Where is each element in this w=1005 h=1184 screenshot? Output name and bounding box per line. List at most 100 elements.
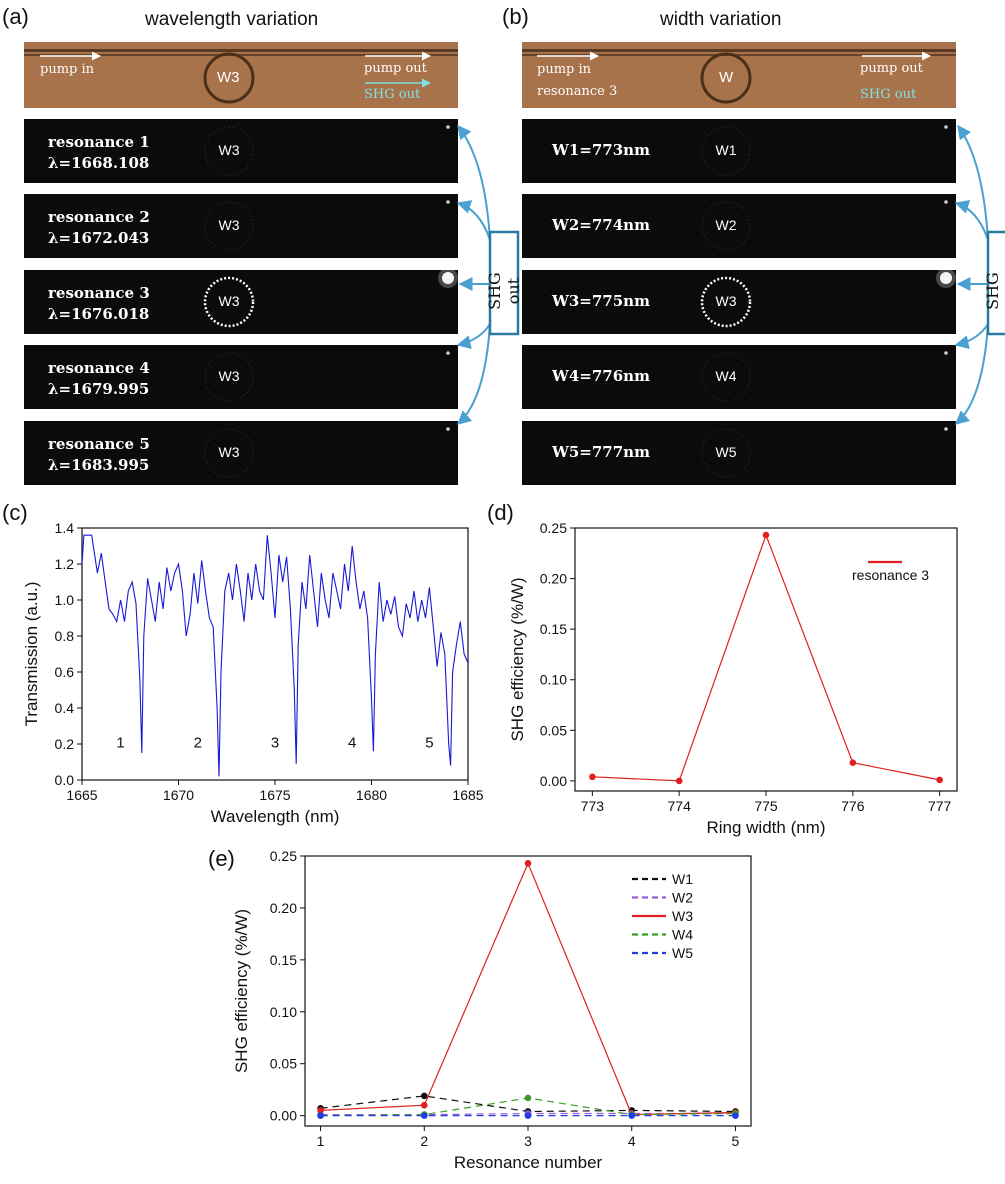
panel-b-shg-arrows	[954, 124, 989, 425]
y-tick-label: 1.4	[55, 520, 75, 536]
x-tick-label: 2	[420, 1133, 428, 1149]
series-line-transmission	[81, 534, 469, 777]
x-tick-label: 5	[732, 1133, 740, 1149]
y-tick-label: 0.8	[55, 628, 75, 644]
y-axis-label: SHG efficiency (%/W)	[508, 577, 527, 741]
panel-b-strip-4-ring-label: W4	[715, 368, 737, 384]
data-point	[420, 1092, 428, 1100]
y-tick-label: 0.15	[270, 952, 297, 968]
x-tick-label: 1670	[163, 787, 194, 803]
panel-a-strip-2-ring-label: W3	[218, 217, 240, 233]
panel-b-strip-2-ring-label: W2	[715, 217, 737, 233]
panel-label-a: (a)	[2, 4, 29, 29]
x-tick-label: 774	[668, 798, 692, 814]
y-tick-label: 0.25	[270, 848, 297, 864]
transmission-chart: 1665 1670 1675 1680 1685 0.0 0.2 0.4 0.6 0.8 1.0 1.…	[22, 520, 484, 826]
data-point	[524, 859, 532, 867]
y-tick-label: 0.6	[55, 664, 75, 680]
legend-label: resonance 3	[852, 567, 929, 583]
panel-b-strip-3-label: W3=775nm	[552, 292, 650, 310]
data-point	[936, 776, 943, 784]
panel-b-shg-out-header: SHG out	[860, 87, 917, 102]
y-tick-label: 0.10	[270, 1004, 297, 1020]
y-tick-label: 0.15	[540, 621, 567, 637]
panel-a-strip-2	[24, 194, 458, 258]
panel-a-strip-3-ring-label: W3	[218, 293, 240, 309]
panel-b-strip-1-label: W1=773nm	[552, 141, 650, 159]
resonance-annotation: 3	[271, 735, 279, 752]
panel-a-header-ring-label: W3	[217, 69, 240, 86]
panel-b-strip-5	[522, 421, 956, 485]
panel-label-b: (b)	[502, 4, 529, 29]
panel-a-strip-3-wavelength: λ=1676.018	[48, 305, 150, 323]
panel-label-c: (c)	[2, 500, 28, 525]
y-tick-label: 0.20	[540, 571, 567, 587]
panel-a-strip-5-label: resonance 5	[48, 435, 150, 453]
x-tick-label: 3	[524, 1133, 532, 1149]
y-tick-label: 0.4	[55, 700, 75, 716]
panel-b-strip-5-label: W5=777nm	[552, 443, 650, 461]
x-tick-label: 773	[581, 798, 605, 814]
panel-a-strip-2-wavelength: λ=1672.043	[48, 229, 150, 247]
data-point	[628, 1112, 636, 1119]
y-tick-label: 1.2	[55, 556, 75, 572]
panel-b-strip-4	[522, 345, 956, 409]
data-point	[589, 773, 596, 781]
panel-a-shg-arrows	[456, 124, 491, 425]
panel-a-strip-3	[24, 268, 458, 334]
x-axis-label: Ring width (nm)	[706, 818, 825, 837]
panel-b-title: width variation	[660, 9, 782, 30]
panel-a-strip-4-ring-label: W3	[218, 368, 240, 384]
data-point	[849, 759, 857, 766]
x-axis-label: Wavelength (nm)	[211, 807, 340, 826]
panel-b-pump-out-label: pump out	[860, 61, 923, 76]
legend: resonance 3	[852, 560, 929, 583]
data-point	[762, 531, 770, 539]
legend-label: W2	[672, 890, 693, 906]
panel-a-pump-out-label: pump out	[364, 61, 427, 76]
panel-a-strip-4	[24, 345, 458, 409]
y-tick-label: 0.05	[540, 722, 567, 738]
panel-a-title: wavelength variation	[145, 9, 319, 30]
resonance-annotation: 1	[116, 735, 124, 752]
x-tick-label: 1	[317, 1133, 325, 1149]
panel-a-strip-3-label: resonance 3	[48, 284, 150, 302]
panel-a-strip-1-wavelength: λ=1668.108	[48, 154, 150, 172]
y-tick-label: 0.20	[270, 900, 297, 916]
y-axis-label: SHG efficiency (%/W)	[232, 909, 251, 1073]
panel-b-strip-2-label: W2=774nm	[552, 216, 650, 234]
data-point	[675, 777, 683, 785]
x-tick-label: 775	[754, 798, 778, 814]
data-point	[420, 1101, 428, 1109]
legend-label: W1	[672, 871, 693, 887]
panel-label-e: (e)	[208, 846, 235, 871]
data-point	[317, 1112, 324, 1119]
panel-b-strip-4-label: W4=776nm	[552, 367, 650, 385]
panel-a-strip-1-ring-label: W3	[218, 142, 240, 158]
panel-b-strip-3	[522, 268, 956, 334]
panel-a-strip-5-ring-label: W3	[218, 444, 240, 460]
y-tick-label: 1.0	[55, 592, 75, 608]
y-tick-label: 0.05	[270, 1056, 297, 1072]
panel-a-strip-5-wavelength: λ=1683.995	[48, 456, 150, 474]
panel-a-strip-4-label: resonance 4	[48, 359, 150, 377]
panel-a-shg-out-header: SHG out	[364, 87, 421, 102]
y-tick-label: 0.2	[55, 736, 75, 752]
data-point	[317, 1107, 324, 1114]
y-axis-label: Transmission (a.u.)	[22, 582, 41, 727]
resonance-annotation: 2	[194, 735, 202, 752]
y-tick-label: 0.25	[540, 520, 567, 536]
x-tick-label: 1680	[356, 787, 387, 803]
panel-a-strip-4-wavelength: λ=1679.995	[48, 380, 150, 398]
legend-label: W5	[672, 945, 693, 961]
x-tick-label: 777	[928, 798, 952, 814]
data-point	[420, 1112, 428, 1119]
resonance-annotation: 5	[425, 735, 433, 752]
panel-a-shg-box	[488, 230, 520, 336]
y-tick-label: 0.00	[270, 1108, 297, 1124]
panel-a-strip-2-label: resonance 2	[48, 208, 150, 226]
panel-a-shg-out-label: SHG out	[485, 272, 523, 310]
panel-b-strip-5-ring-label: W5	[715, 444, 737, 460]
panel-a-header-image	[24, 42, 458, 108]
x-tick-label: 1685	[452, 787, 483, 803]
